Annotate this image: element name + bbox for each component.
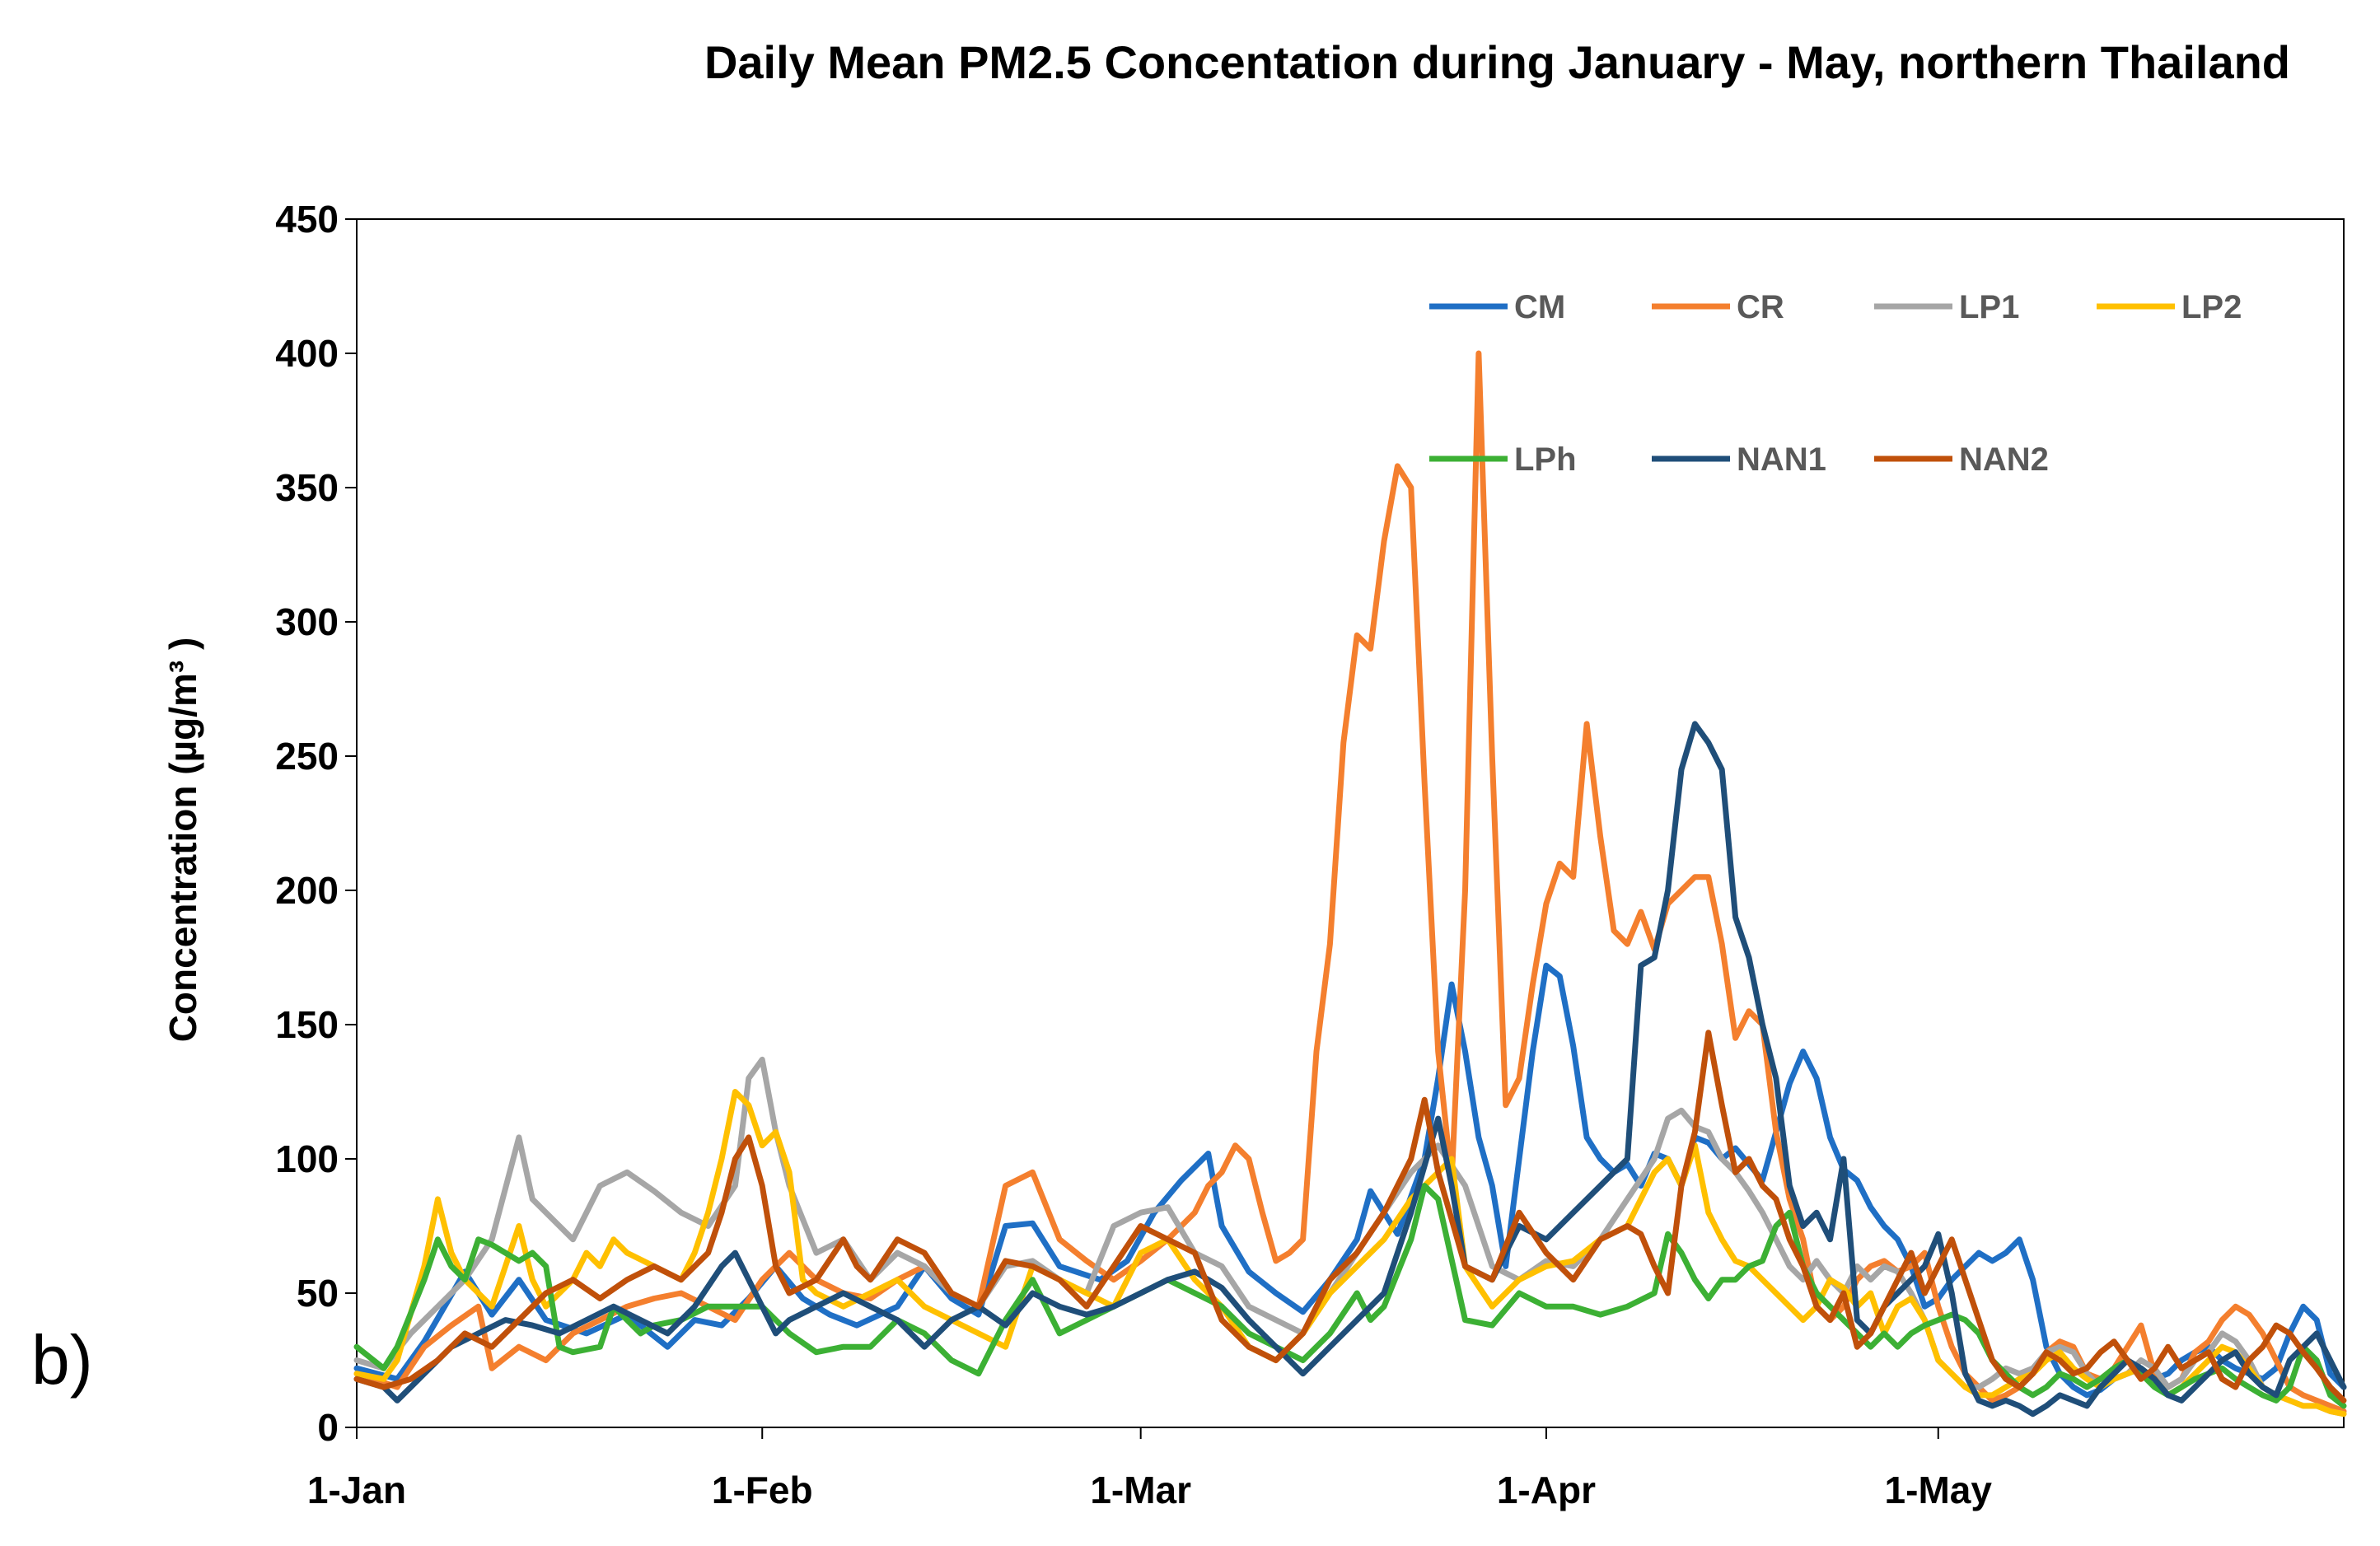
y-tick-label: 100 [275,1137,339,1180]
y-tick-label: 450 [275,198,339,241]
legend-label-nan1: NAN1 [1737,441,1826,478]
y-axis: 0 50 100 150 200 250 300 350 400 450 [275,198,357,1449]
y-tick-label: 150 [275,1003,339,1046]
y-tick-label: 50 [297,1272,339,1315]
series-lines [353,350,2347,1418]
x-tick-label: 1-Apr [1497,1469,1596,1511]
legend-label-cm: CM [1514,289,1565,325]
chart-title: Daily Mean PM2.5 Concentation during Jan… [704,36,2290,88]
y-tick-label: 300 [275,600,339,643]
y-axis-label: Concentration (µg/m³ ) [161,638,204,1043]
x-axis: 1-Jan 1-Feb 1-Mar 1-Apr 1-May [307,1427,1992,1511]
legend-label-lp2: LP2 [2181,289,2242,325]
y-tick-label: 400 [275,332,339,375]
series-line-nan1 [353,721,2347,1418]
series-line-nan2 [353,1030,2347,1404]
legend: CM CR LP1 LP2 LPh NAN1 NAN2 [1429,289,2242,478]
y-tick-label: 0 [317,1406,339,1449]
legend-label-cr: CR [1737,289,1784,325]
x-tick-label: 1-Feb [712,1469,813,1511]
legend-label-lp1: LP1 [1959,289,2019,325]
y-tick-label: 350 [275,466,339,509]
y-tick-label: 200 [275,869,339,912]
legend-label-lph: LPh [1514,441,1577,478]
x-tick-label: 1-May [1885,1469,1993,1511]
plot-area [356,218,2345,1428]
panel-label: b) [31,1321,93,1399]
legend-label-nan2: NAN2 [1959,441,2049,478]
y-tick-label: 250 [275,735,339,778]
x-tick-label: 1-Mar [1090,1469,1191,1511]
x-tick-label: 1-Jan [307,1469,406,1511]
plot-frame [356,218,2345,1428]
